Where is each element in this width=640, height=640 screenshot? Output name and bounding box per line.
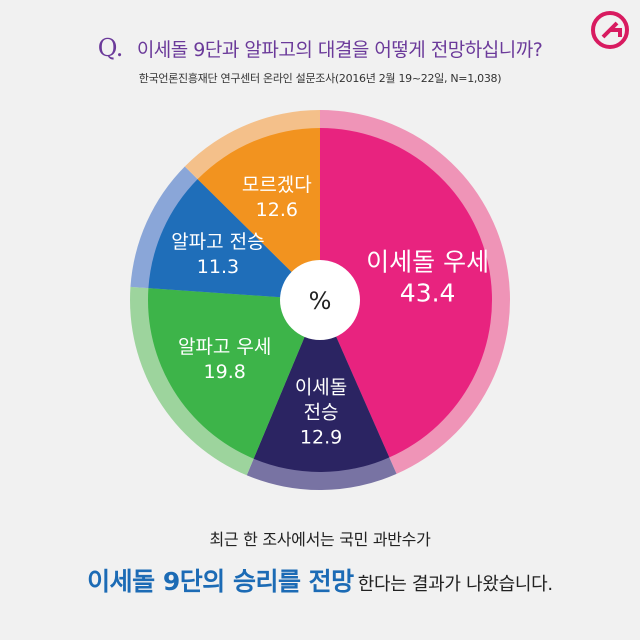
slice-value: 12.9	[300, 427, 342, 449]
slice-label-알파고-우세: 알파고 우세 19.8	[178, 336, 271, 383]
center-hole	[280, 260, 360, 340]
slice-label-알파고-전승: 알파고 전승 11.3	[171, 231, 264, 278]
pie-slice-이세돌-우세	[320, 128, 492, 458]
slice-category: 알파고 우세	[178, 336, 271, 358]
header: Q. 이세돌 9단과 알파고의 대결을 어떻게 전망하십니까? 한국언론진흥재단 …	[0, 34, 640, 86]
survey-subtitle: 한국언론진흥재단 연구센터 온라인 설문조사(2016년 2월 19~22일, …	[138, 72, 502, 85]
slice-category: 이세돌	[295, 377, 347, 399]
slice-label-이세돌-우세: 이세돌 우세 43.4	[366, 248, 489, 308]
footer-line2: 이세돌 9단의 승리를 전망 한다는 결과가 나왔습니다.	[0, 562, 640, 598]
pie-slice-알파고-전승	[148, 179, 320, 300]
footer-highlight: 이세돌 9단의 승리를 전망	[87, 567, 354, 596]
slice-category: 모르겠다	[242, 174, 312, 196]
pie-slices	[147, 128, 492, 472]
center-unit-label: %	[309, 287, 332, 315]
pie-slice-모르겠다	[197, 128, 320, 300]
q-mark: Q.	[97, 34, 124, 62]
g-logo-icon	[591, 11, 629, 49]
pie-slice-이세돌-전승	[253, 300, 390, 472]
slice-category: 알파고 전승	[171, 231, 264, 253]
slice-category: 이세돌 우세	[366, 248, 489, 277]
slice-value: 43.4	[400, 279, 456, 308]
pie-slice-알파고-우세	[147, 288, 320, 459]
question-line: Q. 이세돌 9단과 알파고의 대결을 어떻게 전망하십니까?	[0, 34, 640, 62]
footer-line1: 최근 한 조사에서는 국민 과반수가	[209, 530, 431, 549]
footer-rest: 한다는 결과가 나왔습니다.	[357, 574, 553, 595]
slice-category: 전승	[304, 402, 339, 424]
slice-value: 12.6	[256, 199, 298, 221]
question-text: 이세돌 9단과 알파고의 대결을 어떻게 전망하십니까?	[136, 39, 543, 61]
slice-value: 11.3	[197, 256, 239, 278]
slice-label-모르겠다: 모르겠다 12.6	[242, 174, 312, 221]
slice-value: 19.8	[204, 361, 246, 383]
